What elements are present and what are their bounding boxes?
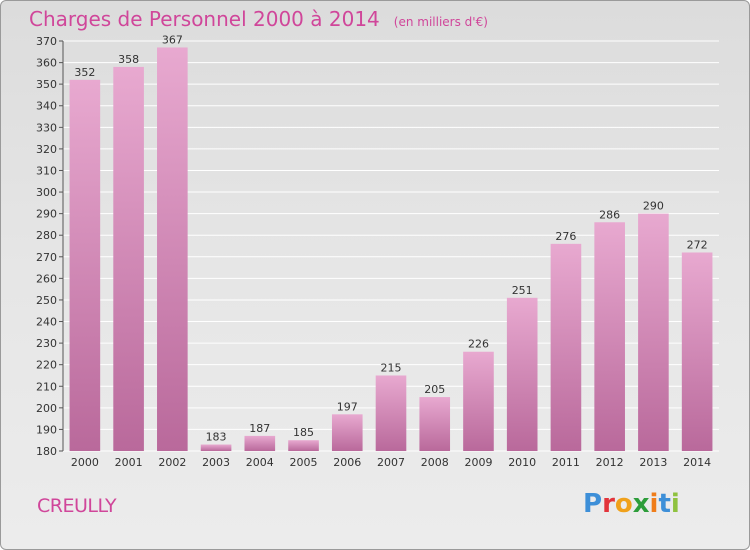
value-label: 183 (206, 431, 227, 444)
y-tick-label: 330 (36, 121, 57, 134)
y-tick-label: 220 (36, 359, 57, 372)
y-tick-label: 280 (36, 229, 57, 242)
value-label: 197 (337, 400, 358, 413)
y-tick-label: 240 (36, 316, 57, 329)
y-tick-label: 270 (36, 251, 57, 264)
bar-2008 (419, 397, 451, 451)
value-label: 226 (468, 338, 489, 351)
logo-letter: t (658, 489, 671, 519)
bar-2001 (113, 66, 144, 451)
value-label: 272 (687, 238, 708, 251)
bar-2003 (200, 444, 232, 451)
bar-2009 (463, 351, 494, 451)
chart-subtitle: (en milliers d'€) (393, 15, 488, 29)
y-tick-label: 250 (36, 294, 57, 307)
value-label: 352 (74, 66, 95, 79)
value-label: 215 (381, 361, 402, 374)
x-tick-label: 2002 (158, 456, 186, 469)
logo-letter: i (670, 489, 680, 519)
y-tick-label: 340 (36, 100, 57, 113)
y-tick-label: 370 (36, 35, 57, 48)
bar-2004 (244, 435, 276, 451)
value-label: 205 (424, 383, 445, 396)
x-tick-label: 2014 (683, 456, 711, 469)
bar-2005 (288, 440, 319, 451)
y-tick-label: 310 (36, 164, 57, 177)
y-tick-label: 290 (36, 208, 57, 221)
x-tick-label: 2007 (377, 456, 405, 469)
bar-2012 (594, 222, 625, 451)
bar-2006 (331, 414, 363, 451)
logo-letter: o (614, 489, 633, 519)
x-axis-ticks: 2000 2001 2002 2003 2004 2005 2006 2007 2008 2009… (71, 456, 711, 469)
y-tick-label: 230 (36, 337, 57, 350)
x-tick-label: 2012 (596, 456, 624, 469)
x-tick-label: 2003 (202, 456, 230, 469)
bars (69, 47, 713, 451)
logo-letter: x (632, 489, 650, 519)
x-tick-label: 2006 (333, 456, 361, 469)
y-tick-label: 300 (36, 186, 57, 199)
y-tick-label: 260 (36, 272, 57, 285)
bar-2000 (69, 79, 101, 451)
commune-name: CREULLY (37, 495, 117, 517)
logo-letter: r (602, 489, 615, 519)
x-tick-label: 2008 (421, 456, 449, 469)
value-label: 367 (162, 33, 183, 46)
y-tick-label: 200 (36, 402, 57, 415)
title-row: Charges de Personnel 2000 à 2014 (en mill… (29, 7, 488, 31)
bar-2013 (638, 213, 669, 451)
value-label: 290 (643, 200, 664, 213)
x-tick-label: 2001 (115, 456, 143, 469)
x-tick-label: 2010 (508, 456, 536, 469)
x-tick-label: 2004 (246, 456, 274, 469)
y-tick-label: 350 (36, 78, 57, 91)
value-label: 251 (512, 284, 533, 297)
x-tick-label: 2005 (290, 456, 318, 469)
y-tick-label: 320 (36, 143, 57, 156)
bar-2010 (506, 297, 538, 451)
x-tick-label: 2000 (71, 456, 99, 469)
value-label: 358 (118, 53, 139, 66)
value-label: 187 (249, 422, 270, 435)
y-axis-ticks: 180 190 200 210 220 230 240 250 260 270 280 290 300 3… (36, 35, 64, 458)
bar-2014 (681, 252, 713, 451)
y-tick-label: 190 (36, 423, 57, 436)
x-tick-label: 2009 (464, 456, 492, 469)
x-tick-label: 2013 (639, 456, 667, 469)
x-tick-label: 2011 (552, 456, 580, 469)
logo-letter: P (583, 489, 603, 519)
value-label: 276 (555, 230, 576, 243)
chart-title: Charges de Personnel 2000 à 2014 (29, 7, 380, 31)
logo-letter: i (649, 489, 659, 519)
y-tick-label: 360 (36, 57, 57, 70)
value-label: 286 (599, 208, 620, 221)
proxiti-logo[interactable]: Proxiti (583, 489, 680, 519)
bar-2002 (157, 47, 188, 451)
bar-2011 (550, 243, 582, 451)
bar-2007 (375, 375, 407, 451)
y-tick-label: 210 (36, 380, 57, 393)
y-tick-label: 180 (36, 445, 57, 458)
value-label: 185 (293, 426, 314, 439)
value-labels: 352 358 367 183 187 185 197 215 205 226 251 276 286 2… (74, 33, 707, 443)
